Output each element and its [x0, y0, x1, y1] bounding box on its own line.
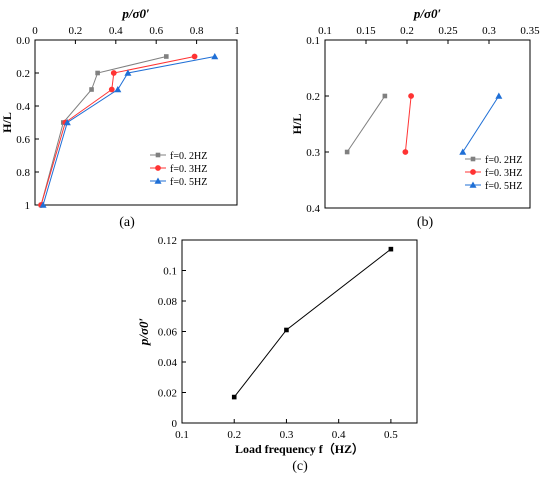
- data-point: [108, 86, 115, 93]
- data-point: [344, 149, 350, 155]
- plot-frame: [34, 39, 238, 206]
- y-tick-label: 0.3: [306, 147, 320, 159]
- chart-a: 0 0.2 0.4 0.6 0.8 1 0.0 0.2 0.4 0.6 0.8 1 p/σ0′ H/L f=…: [0, 6, 240, 230]
- x-axis-title: Load frequency f（HZ）: [235, 441, 364, 456]
- x-tick-label: 0.1: [175, 429, 189, 441]
- data-point: [114, 86, 122, 93]
- series-line: [346, 95, 386, 153]
- series-2: [459, 92, 503, 155]
- x-tick-label: 0.35: [520, 25, 540, 37]
- chart-c: 0.1 0.2 0.3 0.4 0.5 0 0.02 0.04 0.06 0.08 0.1 0.12 L…: [136, 235, 418, 474]
- series-2: [39, 53, 219, 208]
- legend-entry: f=0. 3HZ: [170, 164, 207, 175]
- series-line: [233, 248, 392, 398]
- legend-swatch-marker: [470, 169, 476, 175]
- x-tick-label: 0.5: [384, 429, 398, 441]
- plot-frame: [324, 39, 531, 209]
- data-point: [89, 87, 94, 92]
- legend: f=0. 2HZ f=0. 3HZ f=0. 5HZ: [150, 151, 207, 188]
- panel-label: (b): [417, 215, 434, 230]
- y-tick-label: 0.12: [158, 235, 177, 247]
- legend-entry: f=0. 5HZ: [170, 177, 207, 188]
- legend-swatch-marker: [470, 156, 476, 162]
- legend-swatch-marker: [155, 152, 161, 158]
- legend-swatch-marker: [154, 177, 162, 184]
- y-tick-label: 0.08: [158, 296, 178, 308]
- y-tick-label: 0: [172, 418, 178, 430]
- x-axis-title: p/σ0′: [413, 6, 442, 21]
- x-tick-label: 0.2: [69, 25, 83, 37]
- data-point: [284, 327, 289, 333]
- y-tick-label: 0.1: [163, 266, 177, 278]
- x-tick-label: 0.25: [438, 25, 458, 37]
- y-tick-label: 0.8: [16, 167, 30, 179]
- x-tick-label: 0.2: [227, 429, 241, 441]
- data-point: [459, 148, 467, 155]
- legend: f=0. 2HZ f=0. 3HZ f=0. 5HZ: [465, 155, 522, 192]
- series-0: [38, 54, 169, 208]
- x-tick-label: 0.3: [482, 25, 496, 37]
- data-point: [382, 93, 388, 99]
- y-tick-label: 0.2: [16, 68, 30, 80]
- legend-entry: f=0. 2HZ: [170, 151, 207, 162]
- data-point: [211, 53, 219, 60]
- y-tick-label: 0.6: [16, 134, 30, 146]
- data-point: [164, 54, 169, 59]
- series-1: [402, 93, 414, 155]
- y-axis-title: H/L: [290, 114, 304, 135]
- series-line: [40, 56, 167, 206]
- y-tick-label: 1: [25, 200, 31, 212]
- x-tick-label: 0.15: [356, 25, 376, 37]
- x-tick-label: 0.4: [332, 429, 346, 441]
- plot-frame: [181, 239, 418, 424]
- panel-label: (a): [119, 215, 135, 230]
- x-axis-title: p/σ0′: [121, 6, 150, 21]
- series-0: [231, 246, 394, 400]
- legend-entry: f=0. 5HZ: [485, 181, 522, 192]
- x-tick-label: 0: [32, 25, 38, 37]
- series-line: [462, 95, 500, 153]
- y-tick-label: 0.4: [16, 101, 30, 113]
- legend-entry: f=0. 3HZ: [485, 168, 522, 179]
- y-tick-label: 0.1: [306, 35, 320, 47]
- x-tick-label: 0.2: [400, 25, 414, 37]
- legend-swatch-marker: [155, 165, 161, 171]
- x-tick-label: 1: [234, 25, 240, 37]
- y-tick-label: 0.06: [158, 327, 178, 339]
- x-tick-label: 0.3: [280, 429, 294, 441]
- data-point: [191, 53, 198, 60]
- data-point: [388, 246, 394, 252]
- y-tick-label: 0.4: [306, 203, 320, 215]
- legend-entry: f=0. 2HZ: [485, 155, 522, 166]
- y-tick-label: 0.0: [16, 35, 30, 47]
- data-point: [63, 119, 71, 126]
- data-point: [231, 394, 237, 400]
- series-line: [404, 95, 412, 153]
- x-tick-label: 0.8: [190, 25, 204, 37]
- x-tick-label: 0.1: [318, 25, 332, 37]
- y-axis-title: p/σ0′: [136, 318, 151, 347]
- data-point: [402, 149, 409, 155]
- chart-b: 0.1 0.15 0.2 0.25 0.3 0.35 0.1 0.2 0.3 0.4 p/σ0′ H/…: [290, 6, 540, 230]
- panel-label: (c): [292, 459, 308, 474]
- data-point: [95, 70, 100, 76]
- y-axis-title: H/L: [0, 112, 14, 133]
- data-point: [408, 93, 414, 99]
- series-0: [344, 93, 388, 155]
- y-tick-label: 0.2: [306, 91, 320, 103]
- data-point: [124, 69, 132, 76]
- y-tick-label: 0.02: [158, 388, 177, 400]
- data-point: [495, 92, 503, 99]
- x-tick-label: 0.4: [109, 25, 123, 37]
- y-tick-label: 0.04: [158, 357, 178, 369]
- data-point: [39, 201, 47, 208]
- data-point: [110, 70, 117, 76]
- x-tick-label: 0.6: [149, 25, 163, 37]
- legend-swatch-marker: [469, 181, 477, 188]
